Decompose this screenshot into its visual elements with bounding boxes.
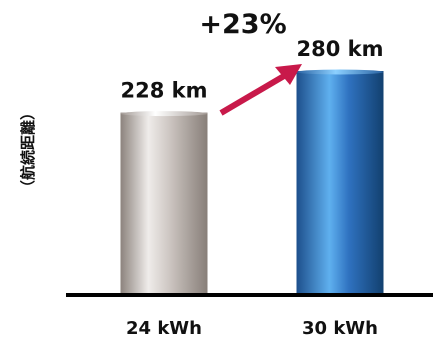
- growth-arrow: [219, 64, 302, 116]
- bar-2-top: [296, 69, 384, 75]
- category-label-2: 30 kWh: [302, 318, 378, 339]
- data-label-2: 280 km: [297, 37, 384, 61]
- bar-1: [120, 112, 208, 295]
- y-axis-label: （航続距離）: [19, 105, 37, 195]
- category-label-1: 24 kWh: [126, 318, 202, 339]
- bar-2: [296, 71, 384, 295]
- data-labels: 228 km 280 km: [121, 37, 384, 103]
- growth-annotation: +23%: [199, 9, 286, 40]
- category-labels: 24 kWh 30 kWh: [126, 318, 378, 339]
- arrow-shaft: [219, 73, 286, 116]
- bars: [120, 69, 384, 295]
- data-label-1: 228 km: [121, 79, 208, 103]
- arrow-head: [275, 64, 302, 85]
- bar-1-top: [120, 111, 208, 117]
